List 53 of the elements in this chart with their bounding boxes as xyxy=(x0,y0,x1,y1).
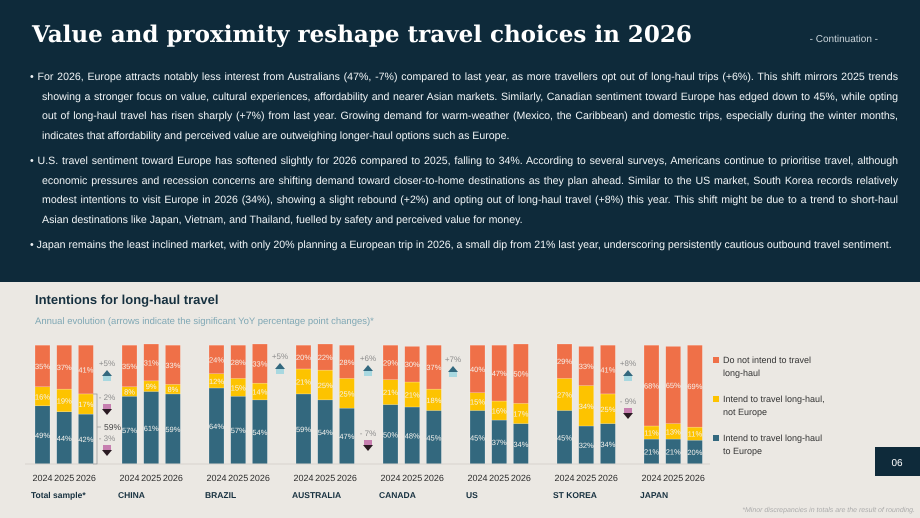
x-tick-label: 2024 xyxy=(32,473,53,483)
legend-label: Do not intend to travel long-haul xyxy=(723,355,812,378)
x-tick-label: 2025 xyxy=(141,473,162,483)
legend-label: Intend to travel long-haul, not Europe xyxy=(723,394,825,417)
chart-title: Intentions for long-haul travel xyxy=(35,292,218,307)
annotation: +7% xyxy=(444,355,462,364)
x-tick-label: 2024 xyxy=(641,473,662,483)
x-tick-label: 2025 xyxy=(576,473,596,483)
legend-label: Intend to travel long-haul to Europe xyxy=(723,433,822,456)
x-tick-label: 2026 xyxy=(510,473,531,483)
text: ST KOREA xyxy=(553,490,597,500)
annotation: - 9% xyxy=(620,397,636,406)
x-tick-label: 2024 xyxy=(293,473,314,483)
x-tick-label: 2024 xyxy=(467,473,488,483)
text: 06 xyxy=(891,458,903,469)
text: BRAZIL xyxy=(205,490,236,500)
x-tick-label: 2026 xyxy=(336,473,357,483)
annotation: - 2% xyxy=(98,393,116,402)
x-tick-label: 2026 xyxy=(684,473,705,483)
x-tick-label: 2025 xyxy=(402,473,422,483)
x-tick-label: 2025 xyxy=(663,473,684,483)
x-tick-label: 2026 xyxy=(76,473,96,483)
x-tick-label: 2026 xyxy=(162,473,183,483)
text: US xyxy=(466,490,478,500)
annotation: +6% xyxy=(360,354,376,363)
annotation: - 7% xyxy=(360,429,376,438)
annotation: - 3% xyxy=(98,434,116,443)
annotation: +8% xyxy=(620,359,636,368)
text: • U.S. travel sentiment toward Europe has softened slightly for 2026 compared to 2025, falling to 34%. According to several surveys, Americans continue to prioritise travel, although economic pressures and recession concerns are shifting demand toward closer-to-home destinations as they plan ahead. Similar to the US market, South Korea records relatively modest intentions to visit Europe in 2026 (34%), showing a slight rebound (+2%) and opting out of long-haul travel (+8%) this year. This shift might be due to a trend to short-haul Asian destinations like Japan, Vietnam, and Thailand, fuelled by safety and perceived value for money. xyxy=(30,154,898,228)
text: JAPAN xyxy=(640,490,668,500)
x-tick-label: 2025 xyxy=(228,473,248,483)
x-tick-label: 2024 xyxy=(380,473,401,483)
chart-subtitle: Annual evolution (arrows indicate the significant YoY percentage point changes)* xyxy=(35,316,374,327)
text: CHINA xyxy=(118,490,145,500)
text: - Continuation - xyxy=(810,34,878,45)
text: • Japan remains the least inclined market, with only 20% planning a European trip in 2026, a small dip from 21% last year, underscoring persistently cautious outbound travel sentiment. xyxy=(30,238,893,253)
text: Value and proximity reshape travel choices in 2026 xyxy=(31,21,692,48)
text: Total sample* xyxy=(31,490,86,500)
x-tick-label: 2024 xyxy=(119,473,140,483)
text: • For 2026, Europe attracts notably less interest from Australians (47%, -7%) compared to last year, as more travellers opt out of long-haul trips (+6%). This shift mirrors 2025 trends showing a stronger focus on value, cultural experiences, affordability and nearer Asian markets. Similarly, Canadian sentiment toward Europe has edged down to 45%, while opting out of long-haul travel has risen sharply (+7%) from last year. Growing demand for warm-weather (Mexico, the Caribbean) and domestic trips, especially during the winter months, indicates that affordability and perceived value are outweighing longer-haul options such as Europe. xyxy=(30,70,898,144)
text: AUSTRALIA xyxy=(292,490,342,500)
x-tick-label: 2024 xyxy=(206,473,227,483)
x-tick-label: 2025 xyxy=(315,473,336,483)
x-tick-label: 2025 xyxy=(54,473,74,483)
x-tick-label: 2026 xyxy=(250,473,270,483)
text: CANADA xyxy=(379,490,416,500)
annotation: +5% xyxy=(98,359,116,368)
x-tick-label: 2026 xyxy=(424,473,444,483)
annotation: +5% xyxy=(272,352,288,361)
x-tick-label: 2024 xyxy=(554,473,575,483)
x-tick-label: 2025 xyxy=(489,473,510,483)
annotation: 59% xyxy=(104,422,122,432)
x-tick-label: 2026 xyxy=(598,473,618,483)
